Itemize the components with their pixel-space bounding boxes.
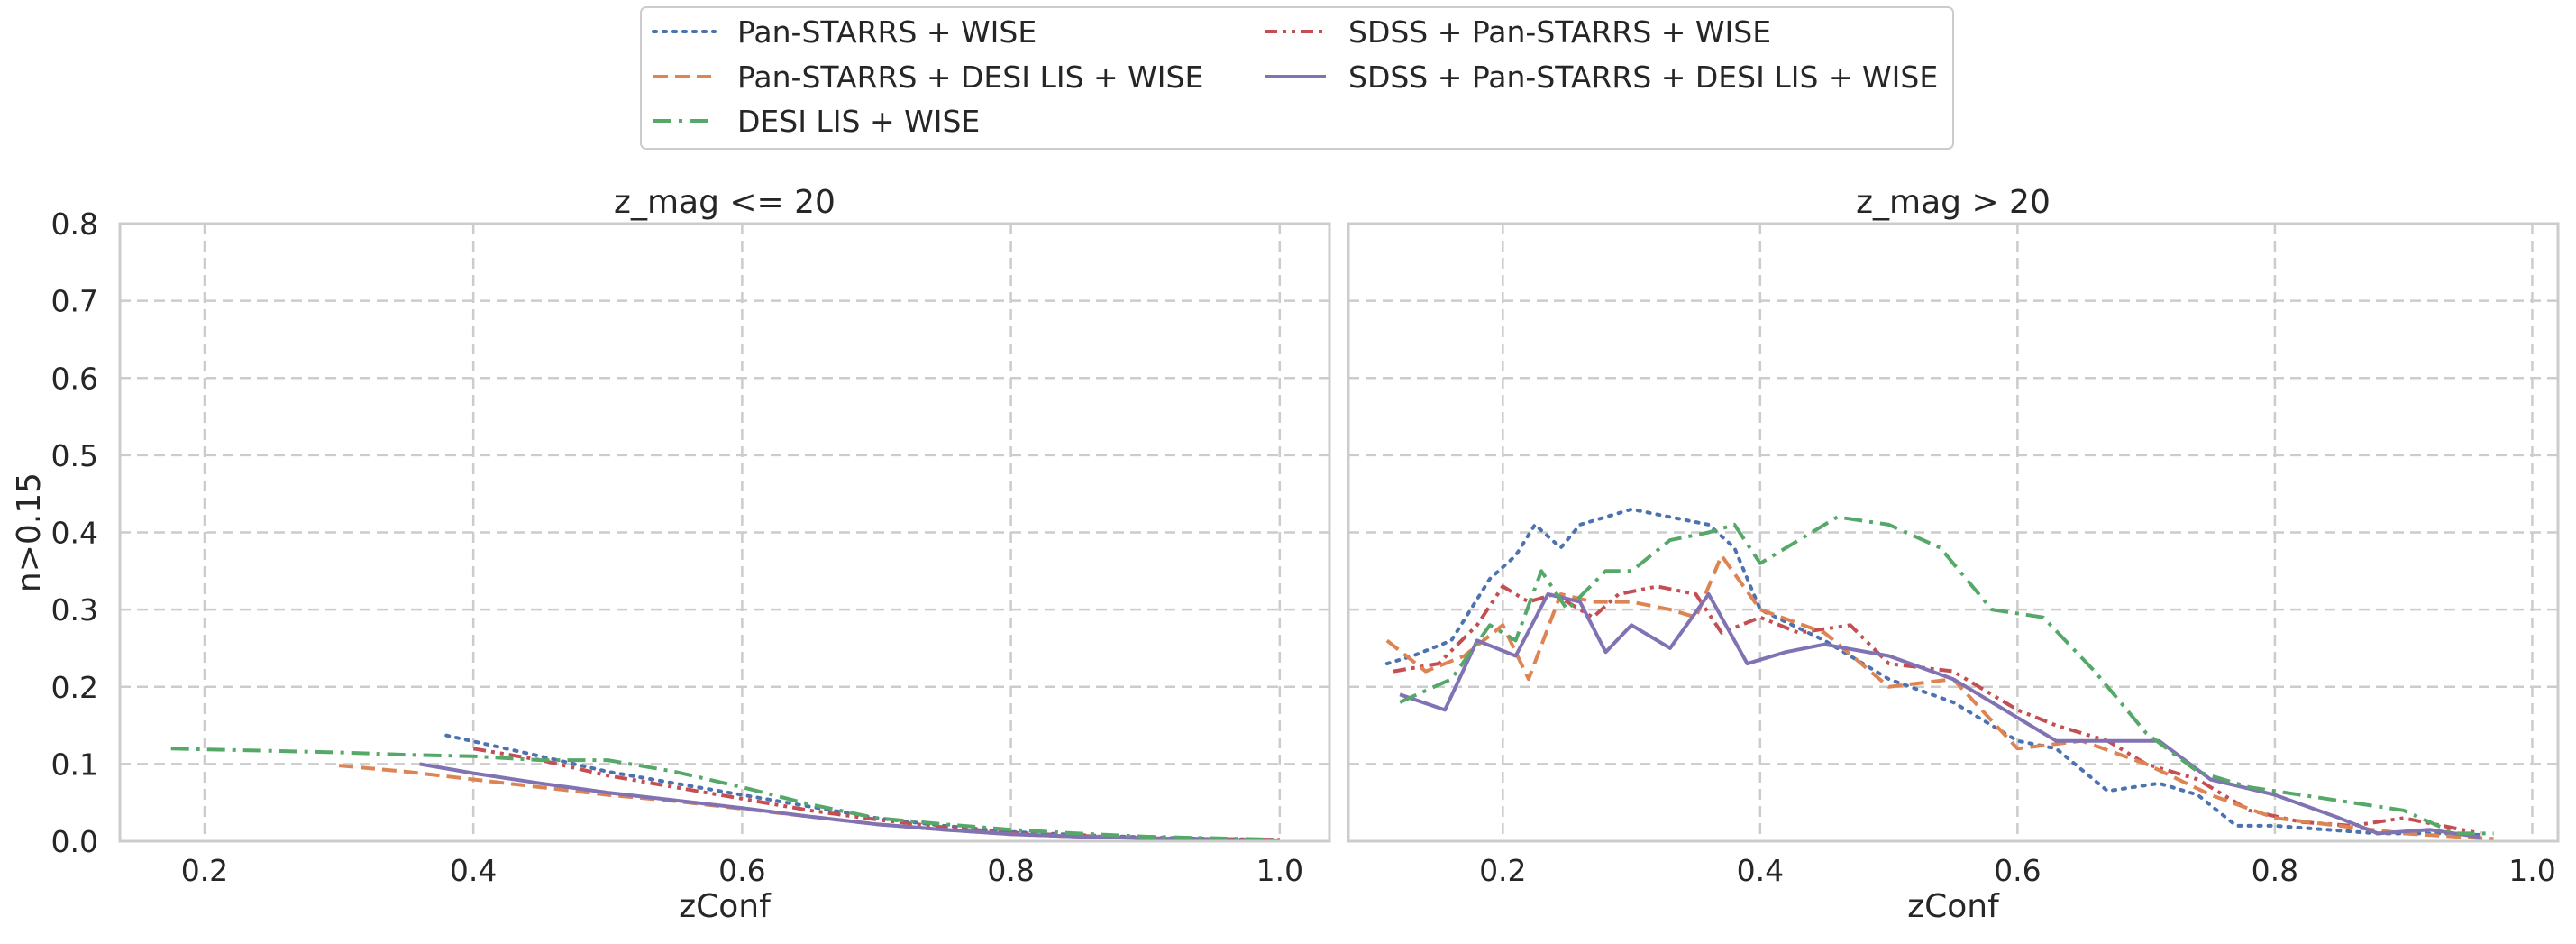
x-tick-label: 0.6 <box>1994 853 2041 888</box>
panel-title: z_mag <= 20 <box>614 184 836 221</box>
legend-item: Pan-STARRS + DESI LIS + WISE <box>653 60 1203 95</box>
series-line-sdss-pan-starrs-desi-lis-wise <box>1399 592 2481 839</box>
series-line-desi-lis-wise <box>1399 515 2494 836</box>
legend: Pan-STARRS + WISE SDSS + Pan-STARRS + WIS… <box>640 6 1954 150</box>
legend-item: SDSS + Pan-STARRS + WISE <box>1265 14 1771 50</box>
legend-label: DESI LIS + WISE <box>737 104 980 139</box>
x-axis-label: zConf <box>679 888 772 925</box>
series-group <box>170 733 1282 843</box>
legend-label: SDSS + Pan-STARRS + WISE <box>1348 14 1771 50</box>
legend-label: Pan-STARRS + DESI LIS + WISE <box>737 60 1203 95</box>
y-tick-label: 0.1 <box>51 747 98 782</box>
x-tick-label: 0.4 <box>1737 853 1784 888</box>
y-tick-label: 0.8 <box>51 206 98 242</box>
series-line-pan-starrs-desi-lis-wise <box>1385 554 2494 841</box>
y-tick-label: 0.6 <box>51 361 98 396</box>
series-line-pan-starrs-wise <box>1384 507 2483 838</box>
panel-title: z_mag > 20 <box>1856 184 2051 221</box>
plot-frame <box>1347 222 2560 843</box>
legend-label: Pan-STARRS + WISE <box>737 14 1037 50</box>
plot-frame <box>118 222 1331 843</box>
legend-item: DESI LIS + WISE <box>653 104 980 139</box>
y-tick-label: 0.2 <box>51 670 98 705</box>
panel-1: z_mag <= 20 0.2 0.4 0.6 0.8 1.0 zConf 0.0 0.1 0.2… <box>11 184 1331 925</box>
y-tick-label: 0.0 <box>51 824 98 859</box>
x-tick-label: 0.2 <box>1479 853 1526 888</box>
x-tick-label: 0.8 <box>987 853 1034 888</box>
y-tick-label: 0.5 <box>51 438 98 473</box>
legend-item: Pan-STARRS + WISE <box>652 14 1037 50</box>
panel-2: z_mag > 20 0.2 0.4 0.6 0.8 1.0 zConf <box>1347 184 2560 925</box>
y-tick-label: 0.3 <box>51 592 98 628</box>
x-tick-label: 0.2 <box>181 853 228 888</box>
panels: z_mag <= 20 0.2 0.4 0.6 0.8 1.0 zConf 0.0 0.1 0.2… <box>11 184 2560 925</box>
y-tick-label: 0.7 <box>51 284 98 319</box>
x-tick-label: 1.0 <box>2508 853 2555 888</box>
series-line-sdss-pan-starrs-desi-lis-wise <box>419 762 1280 843</box>
x-tick-label: 0.8 <box>2252 853 2298 888</box>
x-axis-label: zConf <box>1907 888 2000 925</box>
x-tick-label: 0.6 <box>718 853 765 888</box>
y-tick-label: 0.4 <box>51 516 98 551</box>
x-tick-label: 1.0 <box>1256 853 1303 888</box>
legend-label: SDSS + Pan-STARRS + DESI LIS + WISE <box>1348 60 1938 95</box>
x-tick-label: 0.4 <box>450 853 497 888</box>
y-axis-label: n>0.15 <box>11 472 48 592</box>
legend-item: SDSS + Pan-STARRS + DESI LIS + WISE <box>1265 60 1938 95</box>
series-group <box>1384 507 2494 841</box>
